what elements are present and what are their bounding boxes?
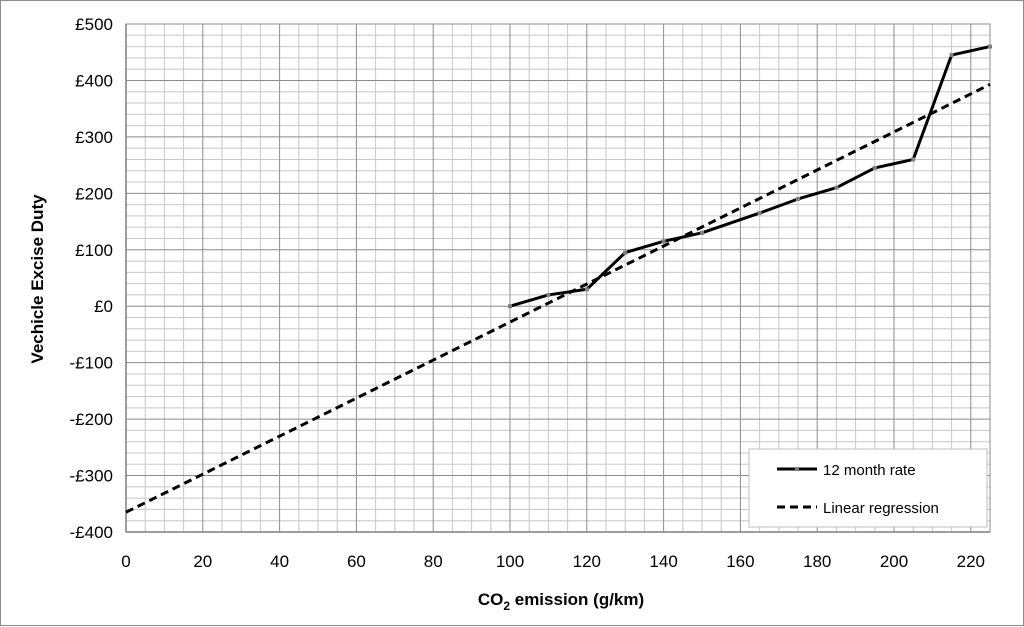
data-point [988, 44, 992, 49]
data-point [757, 211, 762, 216]
data-point [584, 287, 589, 292]
y-tick-label: £0 [94, 297, 113, 316]
y-tick-label: £100 [75, 241, 113, 260]
data-point [911, 157, 916, 162]
legend: 12 month rate Linear regression [748, 448, 988, 528]
y-tick-label: -£400 [70, 523, 113, 542]
series-lines [125, 44, 992, 514]
data-point [872, 165, 877, 170]
y-tick-label: -£100 [70, 354, 113, 373]
legend-marker-12-month-rate [795, 467, 799, 471]
y-tick-label: £200 [75, 184, 113, 203]
series-line-12-month-rate [509, 45, 991, 308]
y-tick-label: £500 [75, 15, 113, 34]
y-tick-label: £300 [75, 128, 113, 147]
x-tick-label: 220 [957, 552, 985, 571]
x-tick-label: 80 [424, 552, 443, 571]
x-tick-label: 60 [347, 552, 366, 571]
x-tick-label: 20 [193, 552, 212, 571]
x-tick-label: 180 [803, 552, 831, 571]
data-point [661, 239, 666, 244]
legend-box [748, 448, 988, 528]
data-point [700, 230, 704, 235]
series-line-linear-regression [125, 83, 991, 514]
x-tick-label: 160 [726, 552, 754, 571]
data-point [546, 292, 551, 297]
x-tick-labels: 0 20 40 60 80 100 120 140 160 180 200 220 [121, 552, 985, 571]
legend-label-linear-regression: Linear regression [823, 500, 939, 517]
y-tick-label: -£200 [70, 410, 113, 429]
data-point [623, 250, 628, 255]
axes [125, 23, 991, 533]
x-tick-label: 0 [121, 552, 130, 571]
x-tick-label: 120 [573, 552, 601, 571]
y-axis-title: Vechicle Excise Duty [28, 194, 47, 364]
y-tick-labels: -£400 -£300 -£200 -£100 £0 £100 £200 £300 £400 £5… [70, 15, 113, 542]
x-tick-label: 140 [649, 552, 677, 571]
data-point [834, 185, 839, 190]
x-tick-label: 100 [496, 552, 524, 571]
x-axis-title: CO2 emission (g/km) [478, 590, 644, 613]
data-point [949, 53, 954, 58]
x-tick-label: 200 [880, 552, 908, 571]
y-tick-label: £400 [75, 71, 113, 90]
x-axis-title-subscript: 2 [503, 599, 510, 613]
y-tick-label: -£300 [70, 467, 113, 486]
data-point [796, 196, 800, 201]
x-axis-title-rest: emission (g/km) [510, 590, 644, 609]
x-tick-label: 40 [270, 552, 289, 571]
legend-label-12-month-rate: 12 month rate [823, 462, 916, 479]
data-point [508, 304, 512, 309]
x-axis-title-main: CO [478, 590, 504, 609]
